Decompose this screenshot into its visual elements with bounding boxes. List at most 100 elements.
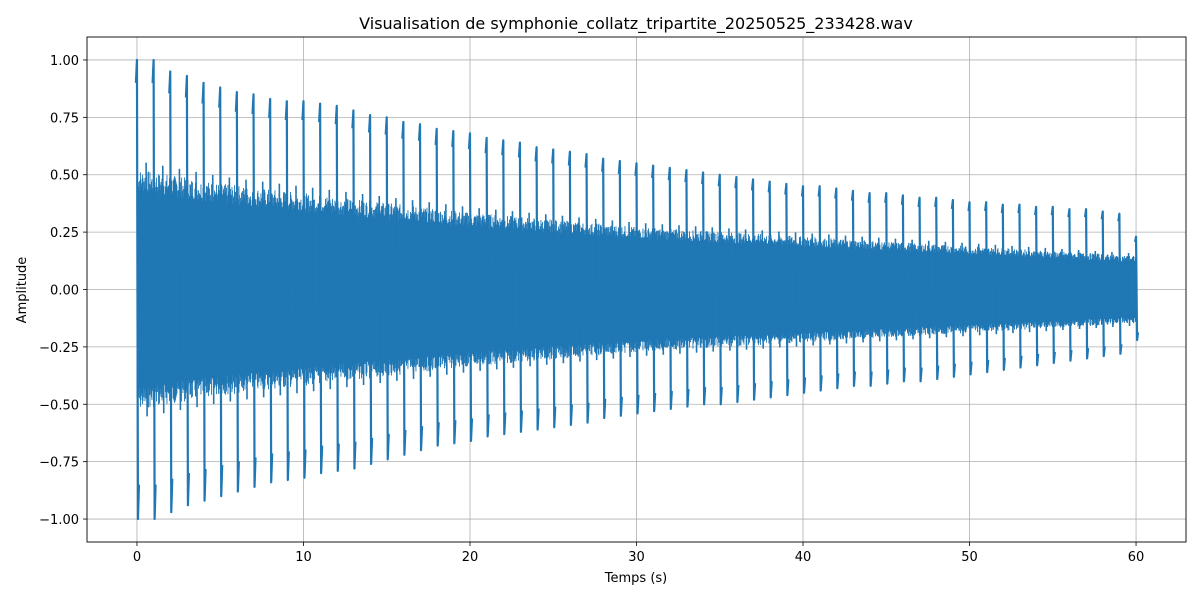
waveform-peak (900, 194, 907, 383)
y-tick-label: 0.75 (50, 111, 79, 126)
waveform-peak (634, 162, 640, 415)
x-tick-label: 60 (1128, 550, 1145, 565)
waveform-peak (268, 97, 274, 484)
waveform-peak (1067, 208, 1073, 362)
x-tick-label: 40 (795, 550, 812, 565)
y-tick-label: 0.50 (50, 169, 79, 184)
waveform-subpeak (528, 212, 531, 367)
y-tick-label: −0.50 (39, 398, 79, 413)
waveform-subpeak (1011, 245, 1014, 334)
waveform-peak (251, 93, 257, 489)
waveform-subpeak (578, 217, 581, 362)
waveform-subpeak (544, 214, 548, 365)
waveform-subpeak (1044, 247, 1048, 332)
waveform-peak (734, 175, 740, 404)
waveform-peak (351, 109, 357, 470)
x-tick-label: 10 (295, 550, 312, 565)
waveform-subpeak (761, 230, 765, 349)
waveform-peak (717, 173, 723, 406)
waveform-subpeak (811, 233, 814, 346)
waveform-subpeak (678, 225, 681, 354)
waveform-subpeak (228, 177, 232, 402)
waveform-peak (501, 139, 507, 436)
waveform-subpeak (211, 174, 215, 405)
x-tick-label: 20 (462, 550, 479, 565)
waveform-subpeak (661, 224, 665, 355)
waveform-peak (1017, 203, 1023, 369)
waveform-peak (850, 189, 857, 388)
y-tick-label: 0.25 (50, 226, 79, 241)
waveform-peak (884, 191, 890, 385)
waveform-peak (201, 81, 207, 502)
x-axis-label: Temps (s) (604, 571, 667, 586)
x-tick-label: 50 (961, 550, 978, 565)
waveform-peak (301, 100, 307, 479)
waveform-subpeak (728, 228, 731, 351)
y-axis-ticks: 1.00 0.75 0.50 0.25 0.00 −0.25 −0.50 −0.75 −1.00 (39, 54, 87, 528)
waveform-subpeak (744, 229, 748, 350)
y-tick-label: −0.25 (39, 341, 79, 356)
waveform-peak (567, 150, 573, 427)
waveform-peak (234, 90, 240, 493)
waveform-subpeak (561, 215, 565, 364)
waveform-peak (384, 116, 390, 461)
waveform-subpeak (511, 211, 515, 368)
waveform-peak (800, 185, 807, 394)
waveform-peak (817, 185, 823, 392)
y-axis-label: Amplitude (15, 257, 30, 324)
waveform-subpeak (694, 226, 698, 353)
waveform-subpeak (145, 162, 148, 417)
waveform-subpeak (161, 165, 165, 414)
waveform-subpeak (927, 240, 931, 339)
waveform-subpeak (994, 244, 998, 335)
waveform-peak (767, 180, 773, 399)
waveform-subpeak (877, 237, 881, 342)
waveform-peak (1133, 235, 1140, 342)
waveform-peak (401, 120, 407, 456)
waveform-peak (1100, 210, 1106, 358)
waveform-peak (1034, 205, 1040, 367)
y-tick-label: −0.75 (39, 456, 79, 471)
waveform-peak (184, 74, 191, 507)
waveform-peak (667, 166, 673, 410)
waveform-subpeak (445, 204, 448, 375)
waveform-subpeak (411, 200, 415, 379)
waveform-subpeak (378, 196, 382, 383)
waveform-peak (834, 187, 840, 390)
waveform-peak (917, 196, 923, 383)
waveform-subpeak (794, 232, 798, 347)
waveform-peak (534, 146, 540, 431)
waveform-subpeak (395, 198, 398, 381)
waveform-subpeak (844, 235, 848, 344)
waveform-subpeak (311, 187, 315, 392)
x-axis-ticks: 0 10 20 30 40 50 60 (133, 542, 1145, 565)
plot-area (134, 58, 1140, 521)
waveform-peak (750, 178, 757, 401)
waveform-subpeak (778, 231, 781, 348)
waveform-subpeak (245, 179, 248, 400)
waveform-peak (451, 130, 457, 445)
waveform-peak (434, 127, 440, 447)
waveform-subpeak (1027, 246, 1031, 333)
waveform-peak (950, 198, 956, 378)
waveform-peak (218, 86, 224, 498)
x-tick-label: 30 (628, 550, 645, 565)
waveform-subpeak (961, 242, 964, 337)
waveform-peak (984, 201, 990, 374)
waveform-peak (934, 196, 940, 381)
waveform-subpeak (861, 236, 864, 343)
waveform-subpeak (1061, 248, 1064, 331)
waveform-subpeak (261, 181, 265, 398)
waveform-subpeak (178, 168, 182, 411)
waveform-subpeak (894, 238, 898, 341)
waveform-peak (134, 58, 141, 521)
waveform-peak (684, 169, 690, 408)
waveform-peak (617, 159, 623, 417)
waveform-subpeak (345, 191, 348, 388)
waveform-subpeak (461, 206, 465, 373)
waveform-peak (334, 104, 340, 472)
waveform-subpeak (944, 241, 948, 338)
waveform-peak (467, 132, 474, 443)
x-tick-label: 0 (133, 550, 141, 565)
